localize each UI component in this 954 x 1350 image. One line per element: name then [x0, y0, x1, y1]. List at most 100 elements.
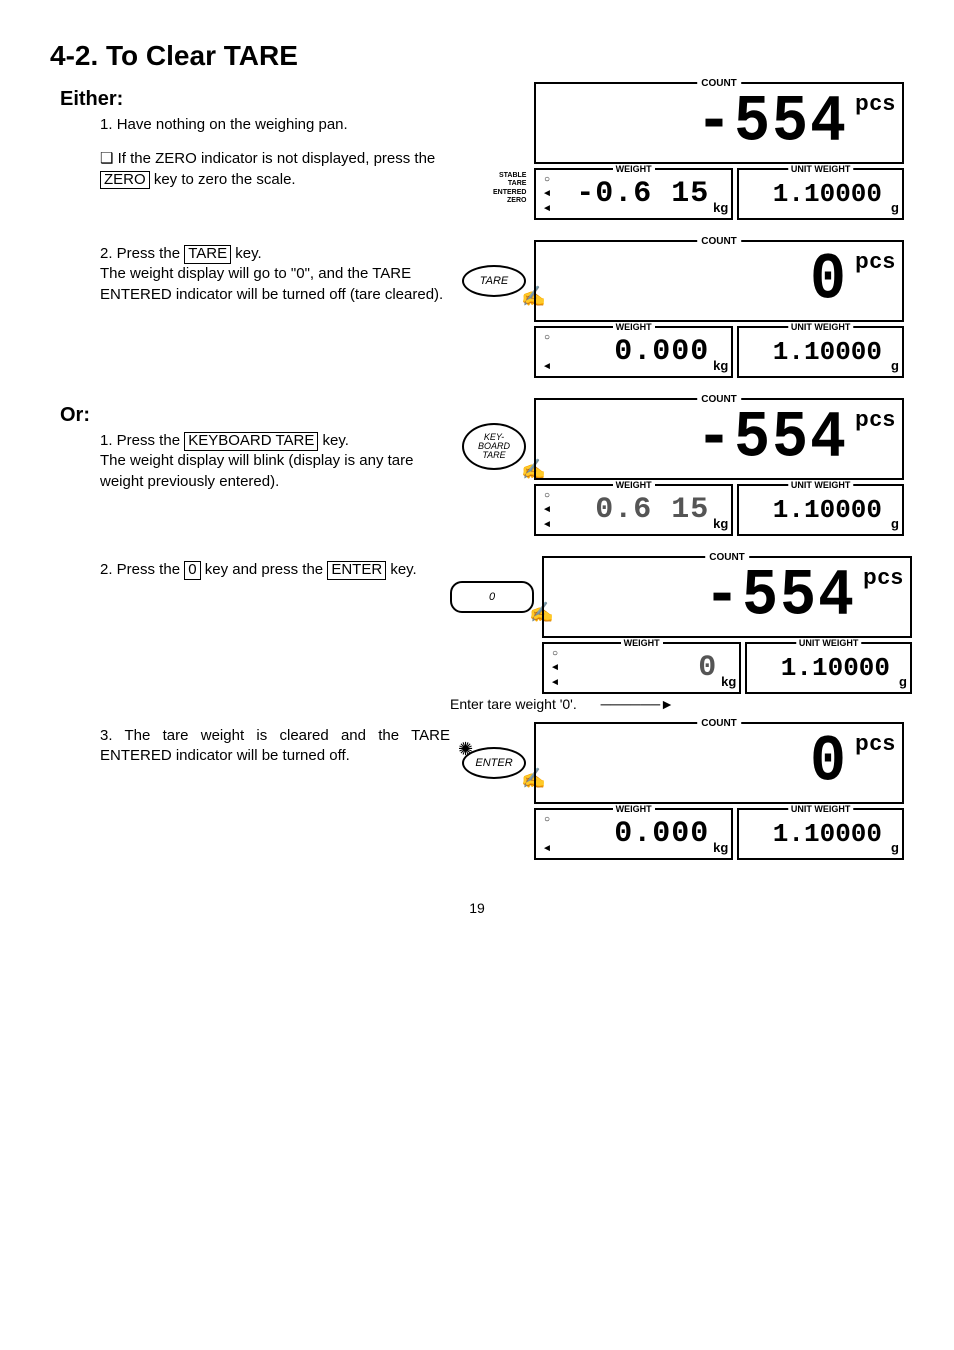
or-step1-mid: key. [318, 432, 349, 449]
ind-entered: ENTERED [493, 189, 526, 197]
or-step2: 2. Press the 0 key and press the ENTER k… [100, 560, 450, 580]
display-either-2: COUNT 0 pcs WEIGHT ○ ◄ 0.000 kg UNIT WEI… [534, 240, 904, 378]
tare-key: TARE [184, 245, 231, 264]
zero-indicator: ◄ [538, 519, 556, 530]
count-value: -554 [536, 80, 902, 166]
kb-tare-bubble: KEY- BOARD TARE ✍ [462, 423, 526, 470]
either-step2-body: The weight display will go to "0", and t… [100, 265, 443, 302]
zero-key-bubble: 0 ✍ [450, 581, 534, 613]
tare-indicator: ◄ [538, 504, 556, 515]
stable-indicator: ○ [546, 648, 564, 659]
count-value: -554 [536, 396, 902, 482]
stable-indicator: ○ [538, 490, 556, 501]
zero-indicator: ◄ [538, 203, 556, 214]
or-heading: Or: [60, 404, 450, 427]
either-step1-text: Have nothing on the weighing pan. [117, 116, 348, 133]
pcs-label: pcs [863, 564, 904, 590]
unit-weight-value: 1.10000 [739, 810, 902, 858]
enter-key: ENTER [327, 561, 386, 580]
weight-label: WEIGHT [613, 480, 655, 490]
weight-label: WEIGHT [613, 804, 655, 814]
tare-key-bubble: TARE ✍ [462, 265, 526, 297]
weight-value-blink: 0 [564, 644, 739, 692]
indicator-col: ○ ◄ [536, 328, 556, 376]
zero-num-key: 0 [184, 561, 200, 580]
enter-note-text: Enter tare weight '0'. [450, 696, 577, 712]
unit-weight-label: UNIT WEIGHT [796, 638, 862, 648]
or-step2-mid: key and press the [201, 561, 328, 578]
kg-label: kg [713, 200, 728, 215]
kg-label: kg [713, 516, 728, 531]
either-step2-mid: key. [231, 245, 262, 262]
keyboard-tare-key: KEYBOARD TARE [184, 432, 318, 451]
either-step2: 2. Press the TARE key. The weight displa… [100, 244, 450, 305]
indicator-col: ○ ◄ [536, 810, 556, 858]
or-step1: 1. Press the KEYBOARD TARE key. The weig… [100, 431, 450, 492]
pcs-label: pcs [855, 406, 896, 432]
weight-label: WEIGHT [613, 164, 655, 174]
stable-indicator: ○ [538, 814, 556, 825]
tare-indicator: ◄ [546, 662, 564, 673]
blink-star-icon: ✺ [458, 739, 473, 760]
zero-oval: 0 [450, 581, 534, 613]
ind-tare: TARE [493, 180, 526, 188]
unit-weight-value: 1.10000 [739, 486, 902, 534]
or-step1-prefix: 1. Press the [100, 432, 184, 449]
zero-key: ZERO [100, 171, 150, 190]
g-label: g [891, 516, 899, 531]
or-step1-body: The weight display will blink (display i… [100, 452, 413, 489]
stable-indicator: ○ [538, 332, 556, 343]
weight-value: -0.6 15 [556, 170, 731, 218]
g-label: g [891, 840, 899, 855]
indicator-labels: STABLE TARE ENTERED ZERO [493, 172, 526, 206]
unit-weight-label: UNIT WEIGHT [788, 480, 854, 490]
indicator-col: ○ ◄ ◄ [544, 644, 564, 692]
or-step2-suffix: key. [386, 561, 417, 578]
kg-label: kg [713, 358, 728, 373]
either-step-box: ❑ If the ZERO indicator is not displayed… [100, 149, 440, 190]
g-label: g [891, 358, 899, 373]
weight-value-blink: 0.6 15 [556, 486, 731, 534]
weight-label: WEIGHT [613, 322, 655, 332]
unit-weight-label: UNIT WEIGHT [788, 804, 854, 814]
g-label: g [891, 200, 899, 215]
zero-indicator: ◄ [538, 843, 556, 854]
either-step2-prefix: 2. Press the [100, 245, 184, 262]
unit-weight-label: UNIT WEIGHT [788, 322, 854, 332]
or-step2-prefix: 2. Press the [100, 561, 184, 578]
either-step1: 1. Have nothing on the weighing pan. [100, 115, 440, 135]
count-value: -554 [544, 554, 910, 640]
pcs-label: pcs [855, 730, 896, 756]
g-label: g [899, 674, 907, 689]
weight-value: 0.000 [556, 328, 731, 376]
pcs-label: pcs [855, 248, 896, 274]
zero-indicator: ◄ [546, 677, 564, 688]
pcs-label: pcs [855, 90, 896, 116]
either-box-suffix: key to zero the scale. [150, 171, 296, 188]
stable-indicator: ○ [538, 174, 556, 185]
display-or-3: COUNT 0 pcs WEIGHT ○ ◄ 0.000 kg UNIT WEI… [534, 722, 904, 860]
ind-zero: ZERO [493, 197, 526, 205]
unit-weight-value: 1.10000 [739, 170, 902, 218]
display-or-2: COUNT -554 pcs WEIGHT ○ ◄ ◄ 0 kg UNIT WE… [542, 556, 912, 694]
tare-oval: TARE [462, 265, 526, 297]
page-number: 19 [50, 900, 904, 916]
tare-indicator: ◄ [538, 188, 556, 199]
unit-weight-value: 1.10000 [747, 644, 910, 692]
count-value: 0 [536, 720, 902, 806]
weight-value: 0.000 [556, 810, 731, 858]
section-title: 4-2. To Clear TARE [50, 40, 904, 72]
indicator-col: ○ ◄ ◄ [536, 170, 556, 218]
ind-stable: STABLE [493, 172, 526, 180]
display-either-1: COUNT -554 pcs STABLE TARE ENTERED ZERO … [534, 82, 904, 220]
count-value: 0 [536, 238, 902, 324]
unit-weight-value: 1.10000 [739, 328, 902, 376]
zero-indicator: ◄ [538, 361, 556, 372]
weight-label: WEIGHT [621, 638, 663, 648]
unit-weight-label: UNIT WEIGHT [788, 164, 854, 174]
either-step1-num: 1. [100, 116, 117, 133]
display-or-1: COUNT -554 pcs WEIGHT ○ ◄ ◄ 0.6 15 kg UN… [534, 398, 904, 536]
either-box-prefix: ❑ If the ZERO indicator is not displayed… [100, 150, 435, 167]
either-heading: Either: [60, 88, 450, 111]
kg-label: kg [721, 674, 736, 689]
